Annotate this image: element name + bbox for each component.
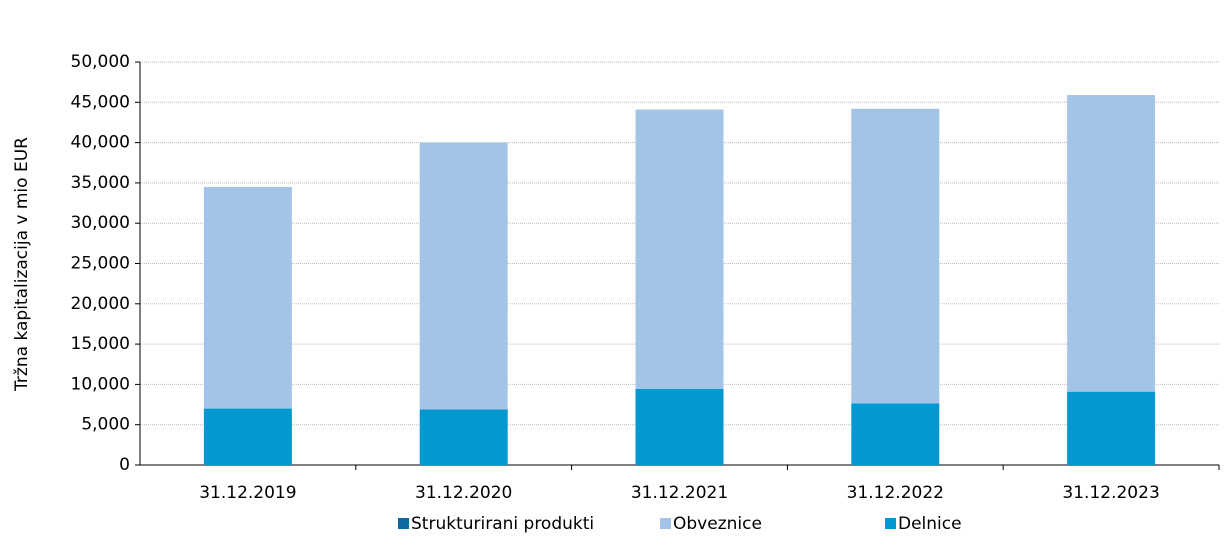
y-tick-label: 45,000	[71, 92, 130, 112]
bar-segment	[635, 109, 724, 389]
bar-segment	[1067, 391, 1156, 465]
bar-segment	[203, 408, 292, 465]
x-tick-label: 31.12.2021	[631, 483, 728, 503]
legend-label: Delnice	[898, 514, 962, 534]
bar-segment	[203, 186, 292, 409]
y-tick-label: 25,000	[71, 254, 130, 274]
x-tick-label: 31.12.2023	[1062, 483, 1159, 503]
bar-segment	[851, 108, 940, 404]
y-tick-label: 15,000	[71, 334, 130, 354]
bar-segment	[635, 388, 724, 465]
y-tick-label: 30,000	[71, 213, 130, 233]
bar-segment	[419, 409, 508, 465]
bar-segment	[1067, 95, 1156, 392]
legend-swatch	[660, 518, 671, 529]
y-tick-label: 0	[119, 455, 130, 475]
bar-segment	[851, 403, 940, 465]
y-axis-label: Tržna kapitalizacija v mio EUR	[12, 137, 32, 392]
y-tick-label: 5,000	[81, 415, 130, 435]
legend-label: Strukturirani produkti	[411, 514, 594, 534]
legend-swatch	[885, 518, 896, 529]
bar-segment	[419, 142, 508, 410]
y-tick-label: 20,000	[71, 294, 130, 314]
y-tick-label: 40,000	[71, 133, 130, 153]
y-tick-label: 50,000	[71, 52, 130, 72]
x-tick-label: 31.12.2019	[199, 483, 296, 503]
y-tick-label: 35,000	[71, 173, 130, 193]
y-tick-label: 10,000	[71, 374, 130, 394]
legend-label: Obveznice	[673, 514, 762, 534]
legend-swatch	[398, 518, 409, 529]
x-tick-label: 31.12.2020	[415, 483, 512, 503]
x-tick-label: 31.12.2022	[847, 483, 944, 503]
